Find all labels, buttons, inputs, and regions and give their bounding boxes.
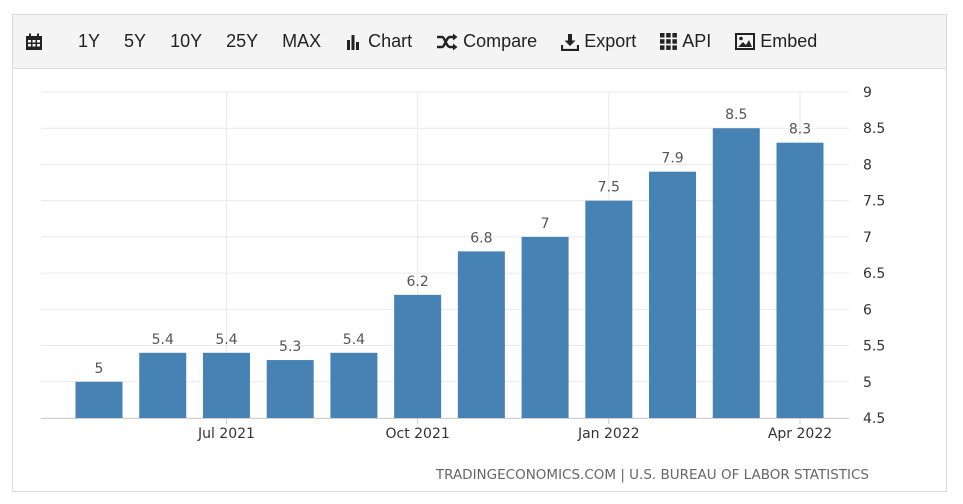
x-tick-label: Apr 2022 [768, 426, 832, 442]
bar-value-label: 5.4 [215, 332, 237, 348]
compare-button[interactable]: Compare [424, 15, 549, 68]
bar-chart: 5 5.4 5.4 5.3 5.4 6.2 6.8 7 7.5 7.9 8.5 8.3 4.5 5 5.5… [41, 85, 885, 483]
bar-value-label: 7.9 [661, 151, 683, 167]
bar-value-label: 6.8 [470, 230, 492, 246]
y-tick-label: 7.5 [863, 194, 885, 210]
bar-chart-icon [347, 34, 360, 50]
range-25y-button[interactable]: 25Y [226, 31, 259, 51]
bar-value-label: 5.3 [279, 339, 301, 355]
y-tick-label: 5.5 [863, 339, 885, 355]
range-5y-button[interactable]: 5Y [124, 31, 147, 51]
bar-value-label: 7.5 [598, 180, 620, 196]
y-tick-label: 8.5 [863, 121, 885, 137]
bar-value-label: 5.4 [343, 332, 365, 348]
bar-value-label: 6.2 [407, 274, 429, 290]
source-credit: TRADINGECONOMICS.COM | U.S. BUREAU OF LA… [435, 467, 869, 483]
bar-apr-2022[interactable] [776, 142, 824, 418]
bars [75, 128, 824, 418]
bar-value-label: 8.5 [725, 107, 747, 123]
y-tick-label: 6.5 [863, 266, 885, 282]
range-10y-button[interactable]: 10Y [170, 31, 203, 51]
api-label: API [682, 31, 712, 51]
shuffle-icon [437, 33, 458, 50]
x-tick-label: Oct 2021 [385, 426, 449, 442]
range-max-button[interactable]: MAX [282, 31, 322, 51]
bar-aug-2021[interactable] [266, 360, 314, 418]
y-tick-label: 6 [863, 302, 872, 318]
embed-button[interactable]: Embed [723, 15, 829, 68]
x-axis: Jul 2021 Oct 2021 Jan 2022 Apr 2022 [197, 418, 832, 442]
y-tick-label: 9 [863, 85, 872, 101]
x-tick-label: Jul 2021 [197, 426, 255, 442]
grid-icon [660, 33, 678, 50]
chart-container: 1Y 5Y 10Y 25Y MAX Chart Compare [12, 14, 947, 492]
bar-jul-2021[interactable] [202, 352, 250, 418]
bar-value-label: 8.3 [789, 122, 811, 138]
embed-label: Embed [760, 31, 818, 51]
calendar-button[interactable] [13, 15, 66, 68]
y-tick-label: 8 [863, 157, 872, 173]
y-axis: 4.5 5 5.5 6 6.5 7 7.5 8 8.5 9 [863, 85, 885, 427]
chart-type-label: Chart [368, 31, 413, 51]
x-tick-label: Jan 2022 [577, 426, 640, 442]
export-label: Export [584, 31, 637, 51]
bar-nov-2021[interactable] [457, 251, 505, 418]
calendar-icon [26, 33, 42, 50]
y-tick-label: 7 [863, 230, 872, 246]
bar-sep-2021[interactable] [330, 352, 378, 418]
chart-type-button[interactable]: Chart [333, 15, 424, 68]
chart-area: 5 5.4 5.4 5.3 5.4 6.2 6.8 7 7.5 7.9 8.5 8.3 4.5 5 5.5… [13, 69, 946, 492]
bar-feb-2022[interactable] [649, 171, 697, 418]
image-icon [735, 33, 756, 50]
y-tick-label: 5 [863, 375, 872, 391]
bar-mar-2022[interactable] [712, 128, 760, 418]
bar-value-label: 5 [95, 361, 104, 377]
bar-dec-2021[interactable] [521, 236, 569, 418]
export-button[interactable]: Export [549, 15, 648, 68]
bar-oct-2021[interactable] [394, 294, 442, 418]
download-icon [561, 33, 580, 51]
api-button[interactable]: API [648, 15, 723, 68]
range-1y-button[interactable]: 1Y [78, 31, 101, 51]
compare-label: Compare [463, 31, 538, 51]
y-tick-label: 4.5 [863, 411, 885, 427]
bar-value-label: 5.4 [152, 332, 174, 348]
bar-value-label: 7 [541, 216, 550, 232]
bar-jan-2022[interactable] [585, 200, 633, 418]
chart-toolbar: 1Y 5Y 10Y 25Y MAX Chart Compare [13, 15, 946, 69]
bar-jun-2021[interactable] [139, 352, 187, 418]
bar-may-2021[interactable] [75, 381, 123, 418]
value-labels: 5 5.4 5.4 5.3 5.4 6.2 6.8 7 7.5 7.9 8.5 8.3 [95, 107, 812, 377]
